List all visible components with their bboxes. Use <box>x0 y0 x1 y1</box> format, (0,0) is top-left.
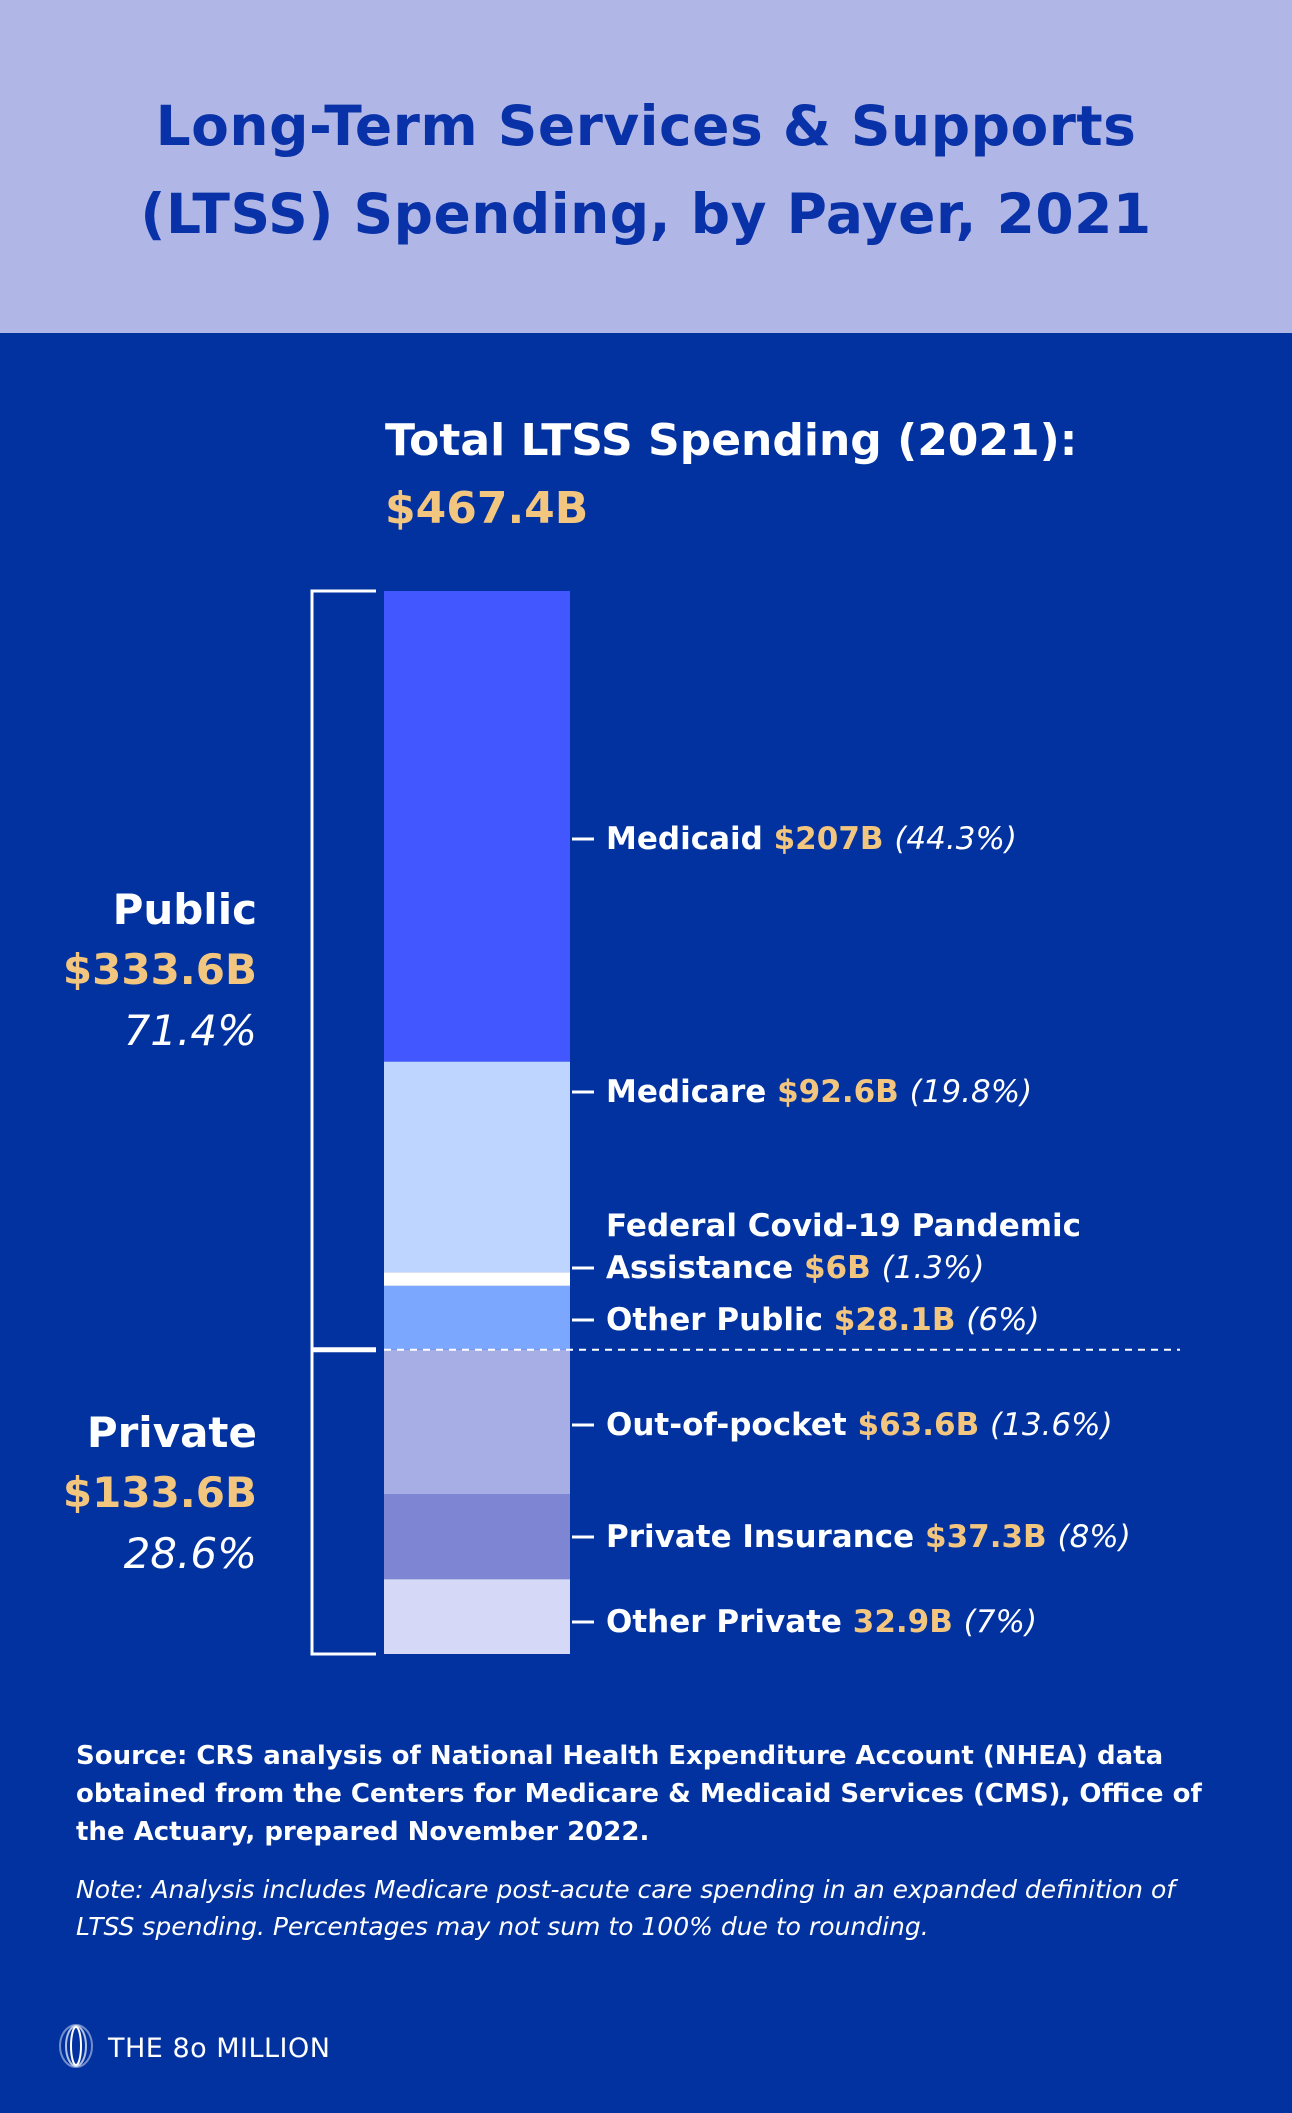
group-label-private: Private $133.6B 28.6% <box>63 1403 257 1585</box>
title-line-1: Long-Term Services & Supports <box>155 94 1137 158</box>
segment-pct: (44.3%) <box>894 821 1017 857</box>
source-text: Source: CRS analysis of National Health … <box>76 1741 1202 1847</box>
bar-segment-other-private <box>384 1579 570 1654</box>
bracket-private <box>310 1349 376 1656</box>
segment-pct: (1.3%) <box>881 1250 985 1286</box>
group-name-public: Public <box>112 885 257 934</box>
segment-amount: $92.6B <box>777 1074 899 1110</box>
note-text: Note: Analysis includes Medicare post-ac… <box>76 1875 1176 1941</box>
segment-amount: $207B <box>773 821 884 857</box>
segment-pct: (6%) <box>966 1302 1040 1338</box>
segment-pct: (8%) <box>1057 1519 1131 1555</box>
segment-label-other-private: Other Private 32.9B (7%) <box>606 1601 1037 1643</box>
segment-label-covid-assistance: Federal Covid-19 Pandemic Assistance $6B… <box>606 1205 1081 1289</box>
segment-name-line1: Federal Covid-19 Pandemic <box>606 1208 1082 1244</box>
chart-panel <box>0 333 1292 2113</box>
bar-segment-medicare <box>384 1061 570 1273</box>
segment-name: Other Public <box>606 1302 823 1338</box>
group-amount-public: $333.6B <box>62 945 257 994</box>
segment-amount: $37.3B <box>925 1519 1047 1555</box>
segment-label-private-insurance: Private Insurance $37.3B (8%) <box>606 1516 1131 1558</box>
segment-label-medicare: Medicare $92.6B (19.8%) <box>606 1071 1032 1113</box>
brand-footer: THE 8o MILLION <box>58 2024 331 2072</box>
segment-pct: (13.6%) <box>990 1407 1113 1443</box>
waves-logo-icon <box>58 2024 94 2072</box>
segment-amount: $28.1B <box>833 1302 956 1338</box>
segment-amount: $63.6B <box>857 1407 980 1443</box>
segment-label-other-public: Other Public $28.1B (6%) <box>606 1299 1040 1341</box>
segment-name: Medicare <box>606 1074 767 1110</box>
bar-segment-private-insurance <box>384 1494 570 1580</box>
segment-name: Other Private <box>606 1604 842 1640</box>
segment-name: Assistance <box>606 1250 794 1286</box>
segment-amount: $6B <box>803 1250 871 1286</box>
segment-pct: (7%) <box>963 1604 1038 1640</box>
brand-name: THE 8o MILLION <box>108 2032 331 2064</box>
group-amount-private: $133.6B <box>62 1468 257 1517</box>
total-value: $467.4B <box>385 483 589 534</box>
segment-name: Private Insurance <box>606 1519 915 1555</box>
title-line-2: (LTSS) Spending, by Payer, 2021 <box>140 182 1152 246</box>
group-name-private: Private <box>86 1408 257 1457</box>
bar-segment-out-of-pocket <box>384 1349 570 1495</box>
segment-name: Medicaid <box>606 821 763 857</box>
total-label: Total LTSS Spending (2021): <box>385 415 1078 466</box>
segment-pct: (19.8%) <box>909 1074 1033 1110</box>
segment-label-out-of-pocket: Out-of-pocket $63.6B (13.6%) <box>606 1404 1113 1446</box>
group-pct-public: 71.4% <box>123 1006 257 1055</box>
header-banner: Long-Term Services & Supports (LTSS) Spe… <box>0 0 1292 333</box>
group-pct-private: 28.6% <box>123 1529 257 1578</box>
segment-name: Out-of-pocket <box>606 1407 847 1443</box>
group-label-public: Public $333.6B 71.4% <box>63 880 257 1062</box>
segment-amount: 32.9B <box>852 1604 953 1640</box>
segment-label-medicaid: Medicaid $207B (44.3%) <box>606 818 1017 860</box>
bar-segment-other-public <box>384 1285 570 1350</box>
bar-segment-assistance <box>384 1272 570 1286</box>
bar-segment-medicaid <box>384 591 570 1062</box>
page-title: Long-Term Services & Supports (LTSS) Spe… <box>0 82 1292 258</box>
bracket-public <box>310 589 376 1351</box>
